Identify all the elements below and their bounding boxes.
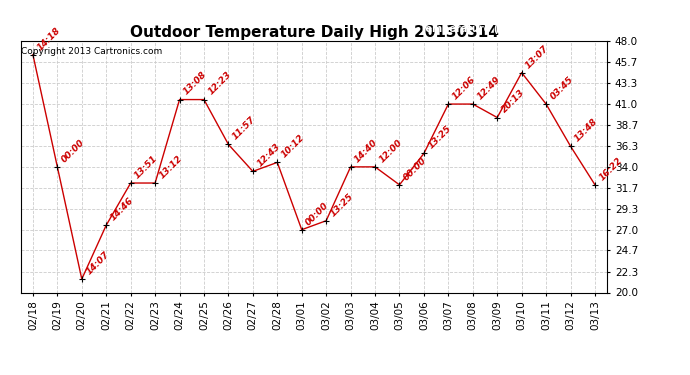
Text: 13:08: 13:08	[182, 70, 208, 97]
Text: 13:07: 13:07	[524, 44, 551, 70]
Text: 00:00: 00:00	[402, 156, 428, 182]
Text: Copyright 2013 Cartronics.com: Copyright 2013 Cartronics.com	[21, 47, 162, 56]
Text: 03:45: 03:45	[549, 75, 575, 101]
Text: Temperature (°F): Temperature (°F)	[420, 24, 515, 34]
Text: 00:00: 00:00	[304, 200, 331, 227]
Text: 14:07: 14:07	[84, 250, 111, 276]
Text: 11:57: 11:57	[231, 115, 257, 142]
Text: 14:46: 14:46	[109, 196, 135, 222]
Text: 10:12: 10:12	[279, 133, 306, 160]
Text: 20:13: 20:13	[500, 88, 526, 115]
Text: 12:00: 12:00	[377, 138, 404, 164]
Text: 14:40: 14:40	[353, 138, 380, 164]
Title: Outdoor Temperature Daily High 20130314: Outdoor Temperature Daily High 20130314	[130, 25, 498, 40]
Text: 13:48: 13:48	[573, 117, 600, 144]
Text: 14:18: 14:18	[35, 26, 62, 52]
Text: 16:22: 16:22	[598, 156, 624, 182]
Text: 13:51: 13:51	[133, 154, 159, 180]
Text: 12:43: 12:43	[255, 142, 282, 169]
Text: 13:25: 13:25	[426, 124, 453, 151]
Text: 12:49: 12:49	[475, 75, 502, 101]
Text: 00:00: 00:00	[60, 138, 86, 164]
Text: 12:23: 12:23	[206, 70, 233, 97]
Text: 13:25: 13:25	[328, 191, 355, 218]
Text: 13:12: 13:12	[157, 154, 184, 180]
Text: 12:06: 12:06	[451, 75, 477, 101]
